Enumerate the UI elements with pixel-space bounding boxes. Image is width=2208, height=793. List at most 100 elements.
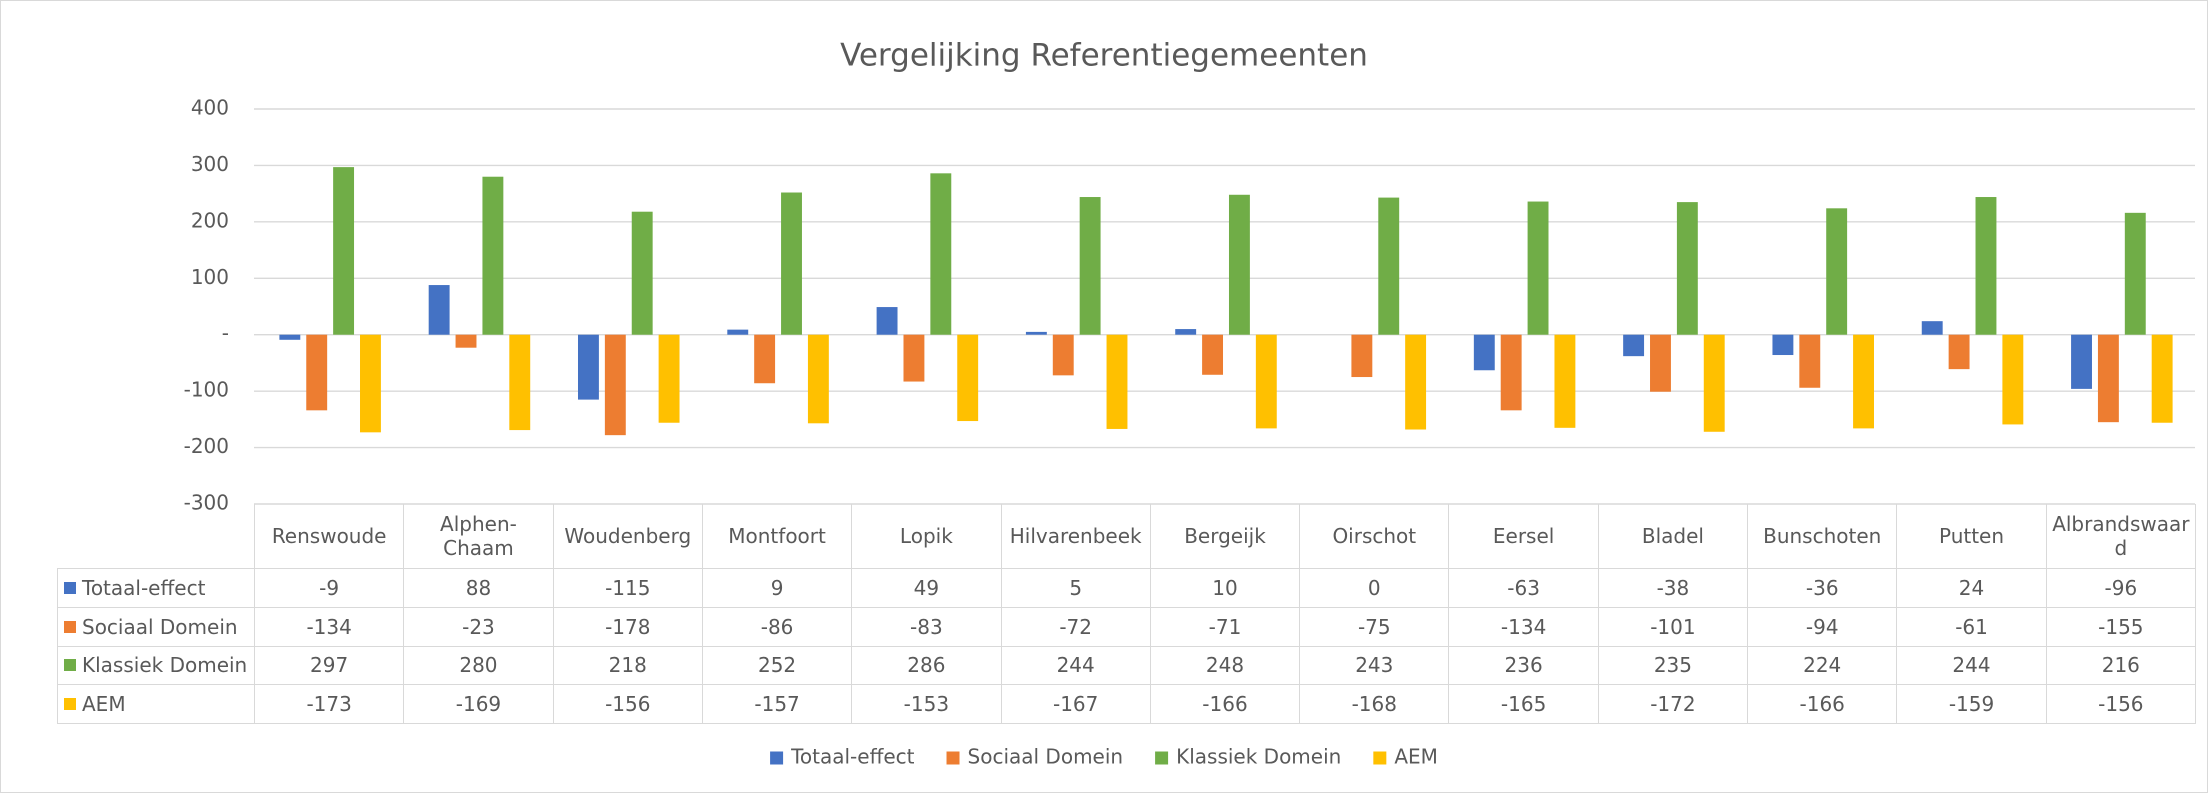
table-cell: -166 xyxy=(1747,684,1898,724)
table-cell: -101 xyxy=(1597,606,1749,647)
table-row-label: AEM xyxy=(57,684,255,724)
table-cell: -134 xyxy=(1448,606,1599,647)
table-cell: -155 xyxy=(2045,606,2196,647)
bar xyxy=(1623,334,1645,357)
table-cell: 252 xyxy=(701,645,853,686)
bar xyxy=(807,334,829,424)
table-cell: -159 xyxy=(1896,684,2047,724)
bar xyxy=(1650,334,1671,392)
table-cell: -169 xyxy=(403,684,554,724)
table-cell: -168 xyxy=(1299,684,1450,724)
bar xyxy=(2151,334,2173,423)
bar xyxy=(1703,334,1725,432)
table-row-label: Totaal-effect xyxy=(57,568,255,608)
bar xyxy=(1554,334,1576,428)
bar xyxy=(658,334,680,423)
table-header-cell: Bladel xyxy=(1597,504,1749,569)
table-cell: -172 xyxy=(1597,684,1749,724)
bar xyxy=(1500,334,1522,411)
legend-key xyxy=(1155,751,1169,765)
table-cell: -153 xyxy=(851,684,1002,724)
bar xyxy=(577,334,599,400)
table-cell: -61 xyxy=(1896,606,2047,647)
table-header-cell: Alphen-Chaam xyxy=(403,504,554,569)
y-tick-label: 200 xyxy=(191,208,229,232)
table-cell: 224 xyxy=(1747,645,1898,686)
table-header-cell: Hilvarenbeek xyxy=(1000,504,1151,569)
table-cell: -86 xyxy=(701,606,853,647)
legend-key xyxy=(64,659,76,672)
table-cell: 243 xyxy=(1299,645,1450,686)
y-tick-label: 100 xyxy=(191,265,229,289)
table-cell: -83 xyxy=(851,606,1002,647)
bar xyxy=(1676,202,1698,335)
table-cell: -23 xyxy=(403,606,554,647)
table-cell: -166 xyxy=(1149,684,1301,724)
bar xyxy=(279,334,301,340)
table-cell: 280 xyxy=(403,645,554,686)
legend-label: Totaal-effect xyxy=(790,745,915,769)
bar xyxy=(2002,334,2024,425)
table-header-cell: Bergeijk xyxy=(1149,504,1301,569)
table-cell: 88 xyxy=(403,568,554,608)
table-header-cell: Bunschoten xyxy=(1747,504,1898,569)
bar xyxy=(1175,329,1197,335)
bar xyxy=(1799,334,1821,388)
row-label-text: Klassiek Domein xyxy=(82,653,248,678)
y-tick-label: 400 xyxy=(191,96,229,120)
table-cell: 218 xyxy=(552,645,703,686)
table-cell: -9 xyxy=(254,568,405,608)
bar xyxy=(482,176,504,335)
legend-label: Sociaal Domein xyxy=(968,745,1124,769)
legend-label: AEM xyxy=(1394,745,1438,769)
bar xyxy=(306,334,328,411)
legend-key xyxy=(946,751,960,765)
table-cell: 244 xyxy=(1896,645,2047,686)
bar xyxy=(1772,334,1794,356)
bar xyxy=(1473,334,1495,371)
bar xyxy=(1025,331,1047,335)
table-cell: 49 xyxy=(851,568,1002,608)
table-cell: 236 xyxy=(1448,645,1599,686)
bar xyxy=(781,192,802,335)
row-label-text: Totaal-effect xyxy=(82,575,206,600)
bar xyxy=(1975,197,1997,335)
bar xyxy=(903,334,925,382)
table-cell: 297 xyxy=(254,645,405,686)
legend-key xyxy=(1373,751,1387,765)
table-cell: 24 xyxy=(1896,568,2047,608)
bar xyxy=(876,307,898,335)
table-header-cell: Oirschot xyxy=(1299,504,1450,569)
table-cell: -94 xyxy=(1747,606,1898,647)
bar xyxy=(1921,321,1943,335)
table-cell: -165 xyxy=(1448,684,1599,724)
bar xyxy=(1826,208,1848,335)
chart-title: Vergelijking Referentiegemeenten xyxy=(840,38,1368,74)
table-cell: 10 xyxy=(1149,568,1301,608)
table-cell: -36 xyxy=(1747,568,1898,608)
bar xyxy=(1255,334,1277,429)
bar xyxy=(930,173,952,335)
bar xyxy=(1052,334,1074,376)
table-cell: 9 xyxy=(701,568,853,608)
table-header-cell: Renswoude xyxy=(254,504,405,569)
bar xyxy=(1079,197,1101,335)
table-header-cell: Woudenberg xyxy=(552,504,703,569)
table-cell: 216 xyxy=(2045,645,2196,686)
table-cell: -115 xyxy=(552,568,703,608)
legend-key xyxy=(64,698,76,711)
table-cell: -72 xyxy=(1000,606,1151,647)
bar xyxy=(2071,334,2092,389)
table-cell: 244 xyxy=(1000,645,1151,686)
bar xyxy=(1106,334,1128,429)
bar xyxy=(2124,212,2146,335)
bar xyxy=(1202,334,1224,375)
row-label-text: AEM xyxy=(82,692,126,717)
bar xyxy=(727,329,749,335)
y-tick-label: -200 xyxy=(184,434,229,458)
table-cell: -38 xyxy=(1597,568,1749,608)
table-header-cell: Montfoort xyxy=(701,504,853,569)
bar xyxy=(754,334,776,384)
table-cell: -156 xyxy=(2045,684,2196,724)
